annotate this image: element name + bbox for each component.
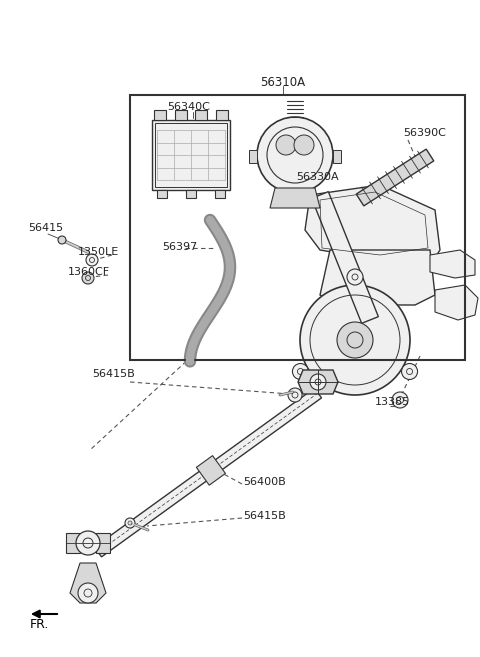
Text: 56330A: 56330A xyxy=(296,172,338,182)
Text: 56415: 56415 xyxy=(28,223,63,233)
Polygon shape xyxy=(356,149,434,206)
Polygon shape xyxy=(333,150,341,163)
Polygon shape xyxy=(312,192,378,323)
Text: 13385: 13385 xyxy=(375,397,410,407)
Circle shape xyxy=(78,583,98,603)
Text: 56400B: 56400B xyxy=(243,477,286,487)
Circle shape xyxy=(402,363,418,380)
Text: 56397: 56397 xyxy=(162,242,197,252)
Circle shape xyxy=(294,135,314,155)
Circle shape xyxy=(76,531,100,555)
Text: 56415B: 56415B xyxy=(92,369,135,379)
Text: 1360CF: 1360CF xyxy=(68,267,110,277)
Bar xyxy=(130,95,465,360)
Text: 56310A: 56310A xyxy=(261,76,306,89)
Text: FR.: FR. xyxy=(30,618,49,631)
Polygon shape xyxy=(95,388,322,557)
Circle shape xyxy=(288,388,302,402)
Polygon shape xyxy=(152,120,230,190)
Circle shape xyxy=(300,285,410,395)
Polygon shape xyxy=(249,150,257,163)
Polygon shape xyxy=(196,456,226,485)
Polygon shape xyxy=(66,533,80,553)
Polygon shape xyxy=(435,285,478,320)
Polygon shape xyxy=(215,190,225,198)
Circle shape xyxy=(347,269,363,285)
Polygon shape xyxy=(320,250,435,305)
Circle shape xyxy=(257,117,333,193)
Circle shape xyxy=(86,254,98,266)
Polygon shape xyxy=(270,188,320,208)
Polygon shape xyxy=(157,190,167,198)
Polygon shape xyxy=(154,110,166,120)
Text: 56390C: 56390C xyxy=(403,128,446,138)
Polygon shape xyxy=(216,110,228,120)
Polygon shape xyxy=(70,563,106,603)
Polygon shape xyxy=(430,250,475,278)
Circle shape xyxy=(82,272,94,284)
Text: 56415B: 56415B xyxy=(243,511,286,521)
Polygon shape xyxy=(186,190,196,198)
Text: 1350LE: 1350LE xyxy=(78,247,119,257)
Polygon shape xyxy=(96,533,110,553)
Circle shape xyxy=(125,518,135,528)
Circle shape xyxy=(392,392,408,408)
Polygon shape xyxy=(305,185,440,265)
Circle shape xyxy=(310,374,326,390)
Circle shape xyxy=(337,322,373,358)
Polygon shape xyxy=(195,110,207,120)
Polygon shape xyxy=(175,110,187,120)
Polygon shape xyxy=(298,370,338,394)
Circle shape xyxy=(58,236,66,244)
Text: 56340C: 56340C xyxy=(167,102,210,112)
Circle shape xyxy=(292,363,309,380)
Circle shape xyxy=(276,135,296,155)
